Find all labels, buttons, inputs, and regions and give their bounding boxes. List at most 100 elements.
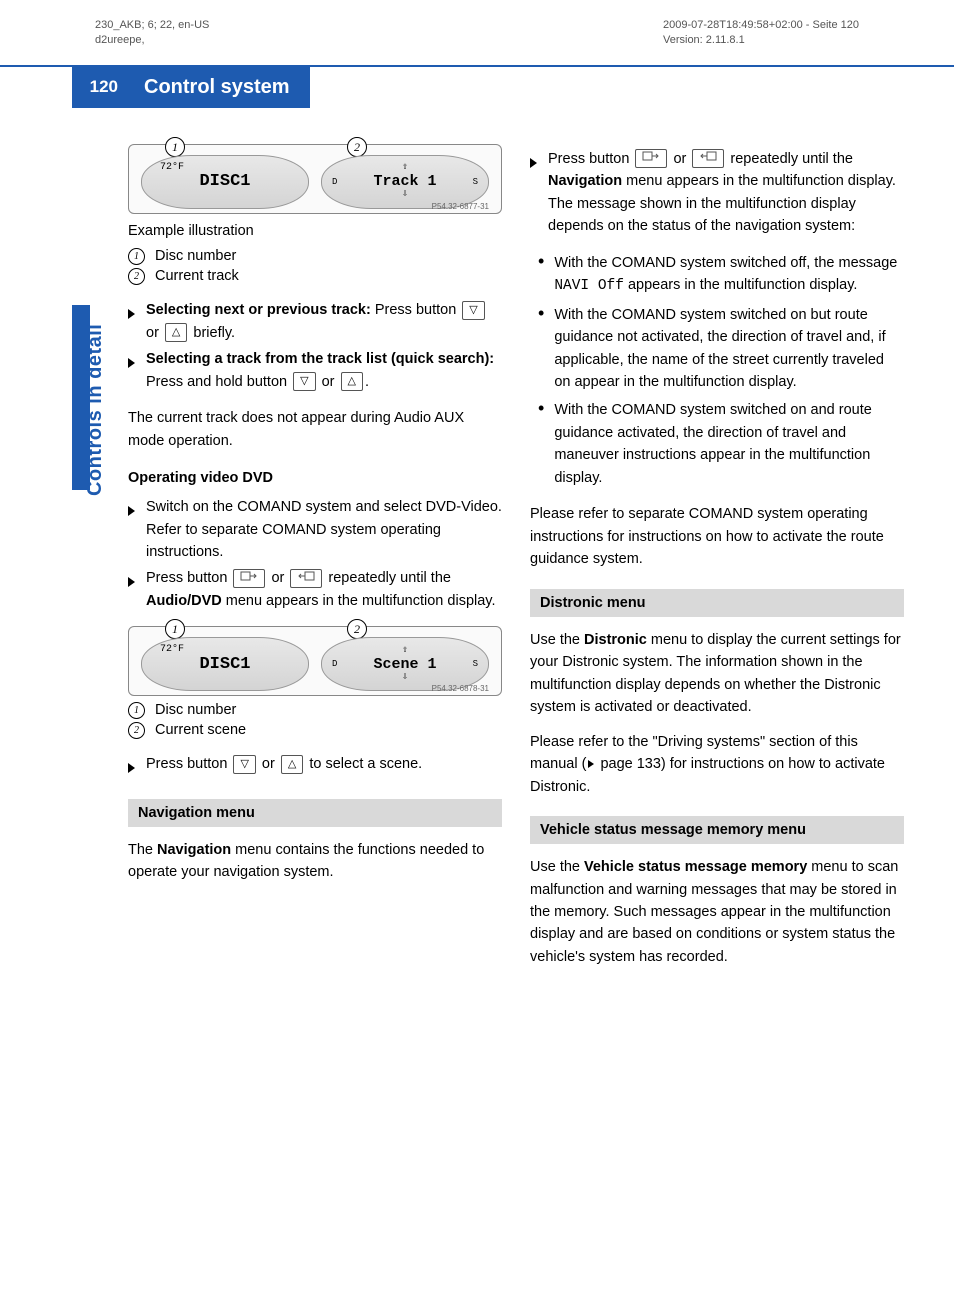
s-marker: S bbox=[473, 659, 478, 669]
meta-right: 2009-07-28T18:49:58+02:00 - Seite 120 Ve… bbox=[663, 18, 859, 49]
display-panel-left: 72°F DISC1 bbox=[141, 155, 309, 209]
vsm-section-bar: Vehicle status message memory menu bbox=[530, 816, 904, 844]
t: Navigation bbox=[548, 173, 622, 189]
legend-num-icon: 2 bbox=[128, 722, 145, 739]
bullet-row: • With the COMAND system switched off, t… bbox=[538, 252, 904, 298]
action-text: Press button ▽ or △ to select a scene. bbox=[146, 753, 422, 775]
triangle-icon bbox=[128, 572, 138, 594]
callout-2-icon: 2 bbox=[347, 619, 367, 639]
side-label: Controls in detail bbox=[84, 324, 107, 496]
bullet-icon: • bbox=[538, 252, 544, 298]
distronic-section-bar: Distronic menu bbox=[530, 589, 904, 617]
dvd-action-list: Switch on the COMAND system and select D… bbox=[128, 496, 502, 612]
legend-num-icon: 2 bbox=[128, 268, 145, 285]
up-button-icon: △ bbox=[341, 372, 363, 391]
page-number: 120 bbox=[72, 67, 130, 108]
up-arrow-icon: ⇧ bbox=[402, 163, 408, 173]
vsm-para: Use the Vehicle status message memory me… bbox=[530, 856, 904, 968]
d-marker: D bbox=[332, 177, 337, 187]
image-code: P54.32-6878-31 bbox=[432, 684, 489, 693]
legend-list-2: 1 Disc number 2 Current scene bbox=[128, 702, 502, 739]
scene-action-list: Press button ▽ or △ to select a scene. bbox=[128, 753, 502, 780]
bullet-icon: • bbox=[538, 304, 544, 394]
t: menu appears in the multifunction displa… bbox=[622, 173, 896, 189]
t: to select a scene. bbox=[305, 756, 422, 772]
t: Press button bbox=[146, 570, 231, 586]
distronic-p2: Please refer to the "Driving systems" se… bbox=[530, 731, 904, 798]
legend-text: Disc number bbox=[155, 702, 236, 718]
legend-list-1: 1 Disc number 2 Current track bbox=[128, 248, 502, 285]
action-text: Press button or repeatedly until the Aud… bbox=[146, 567, 502, 612]
disc-readout: DISC1 bbox=[199, 655, 250, 674]
action-row: Press button or repeatedly until the Aud… bbox=[128, 567, 502, 612]
action-bold: Selecting a track from the track list (q… bbox=[146, 351, 494, 367]
down-button-icon: ▽ bbox=[233, 755, 255, 774]
legend-row: 2 Current scene bbox=[128, 722, 502, 739]
meta-left-2: d2ureepe, bbox=[95, 33, 209, 48]
bullet-icon: • bbox=[538, 399, 544, 489]
bullet-row: • With the COMAND system switched on and… bbox=[538, 399, 904, 489]
action-row: Press button ▽ or △ to select a scene. bbox=[128, 753, 502, 780]
action-bold: Selecting next or previous track: bbox=[146, 302, 371, 318]
down-button-icon: ▽ bbox=[462, 301, 484, 320]
action-list-1: Selecting next or previous track: Press … bbox=[128, 299, 502, 393]
right-column: Press button or repeatedly until the Nav… bbox=[530, 144, 904, 981]
t: or bbox=[318, 374, 339, 390]
action-text: Press button or repeatedly until the Nav… bbox=[548, 148, 904, 238]
down-arrow-icon: ⇩ bbox=[402, 190, 408, 200]
legend-text: Current scene bbox=[155, 722, 246, 738]
meta-right-2: Version: 2.11.8.1 bbox=[663, 33, 859, 48]
t: Press button bbox=[146, 756, 231, 772]
action-row: Press button or repeatedly until the Nav… bbox=[530, 148, 904, 238]
callout-2-icon: 2 bbox=[347, 137, 367, 157]
t: appears in the multifunction display. bbox=[624, 277, 857, 293]
down-arrow-icon: ⇩ bbox=[402, 673, 408, 683]
action-row: Switch on the COMAND system and select D… bbox=[128, 496, 502, 563]
action-row: Selecting next or previous track: Press … bbox=[128, 299, 502, 344]
page-header: 120 Control system bbox=[0, 65, 954, 108]
action-text: Switch on the COMAND system and select D… bbox=[146, 496, 502, 563]
disc-readout: DISC1 bbox=[199, 172, 250, 191]
distronic-p1: Use the Distronic menu to display the cu… bbox=[530, 629, 904, 719]
t: or bbox=[669, 151, 690, 167]
ref-triangle-icon bbox=[588, 760, 594, 768]
legend-row: 1 Disc number bbox=[128, 702, 502, 719]
action-text: Selecting next or previous track: Press … bbox=[146, 299, 502, 344]
temp-readout: 72°F bbox=[160, 644, 184, 655]
page-title: Control system bbox=[130, 67, 310, 108]
t: Press button bbox=[548, 151, 633, 167]
up-button-icon: △ bbox=[165, 323, 187, 342]
track-readout: Track 1 bbox=[373, 173, 436, 190]
content: 1 2 72°F DISC1 D S ⇧ Track 1 ⇩ P54.32-68… bbox=[0, 108, 954, 1021]
action-row: Selecting a track from the track list (q… bbox=[128, 348, 502, 393]
mono: NAVI Off bbox=[554, 278, 624, 294]
callout-1-icon: 1 bbox=[165, 137, 185, 157]
triangle-icon bbox=[128, 353, 138, 375]
meta-right-1: 2009-07-28T18:49:58+02:00 - Seite 120 bbox=[663, 18, 859, 33]
aux-note: The current track does not appear during… bbox=[128, 407, 502, 452]
example-label: Example illustration bbox=[128, 220, 502, 242]
t: briefly. bbox=[189, 325, 235, 341]
action-text: Selecting a track from the track list (q… bbox=[146, 348, 502, 393]
legend-row: 1 Disc number bbox=[128, 248, 502, 265]
d-marker: D bbox=[332, 659, 337, 669]
callout-1-icon: 1 bbox=[165, 619, 185, 639]
nav-para-2: Please refer to separate COMAND system o… bbox=[530, 503, 904, 570]
t: Use the bbox=[530, 859, 584, 875]
t: Press button bbox=[371, 302, 460, 318]
nav-bullet-list: • With the COMAND system switched off, t… bbox=[538, 252, 904, 490]
bullet-text: With the COMAND system switched off, the… bbox=[554, 252, 904, 298]
display-panel-left: 72°F DISC1 bbox=[141, 637, 309, 691]
down-button-icon: ▽ bbox=[293, 372, 315, 391]
t: Use the bbox=[530, 632, 584, 648]
meta-header: 230_AKB; 6; 22, en-US d2ureepe, 2009-07-… bbox=[0, 0, 954, 57]
t: With the COMAND system switched off, the… bbox=[554, 255, 897, 271]
t: repeatedly until the bbox=[726, 151, 853, 167]
menu-right-icon bbox=[290, 569, 322, 588]
nav-para: The Navigation menu contains the functio… bbox=[128, 839, 502, 884]
t: The bbox=[128, 842, 157, 858]
t: Press and hold button bbox=[146, 374, 291, 390]
t: Distronic bbox=[584, 632, 647, 648]
temp-readout: 72°F bbox=[160, 162, 184, 173]
t: Vehicle status message memory bbox=[584, 859, 807, 875]
